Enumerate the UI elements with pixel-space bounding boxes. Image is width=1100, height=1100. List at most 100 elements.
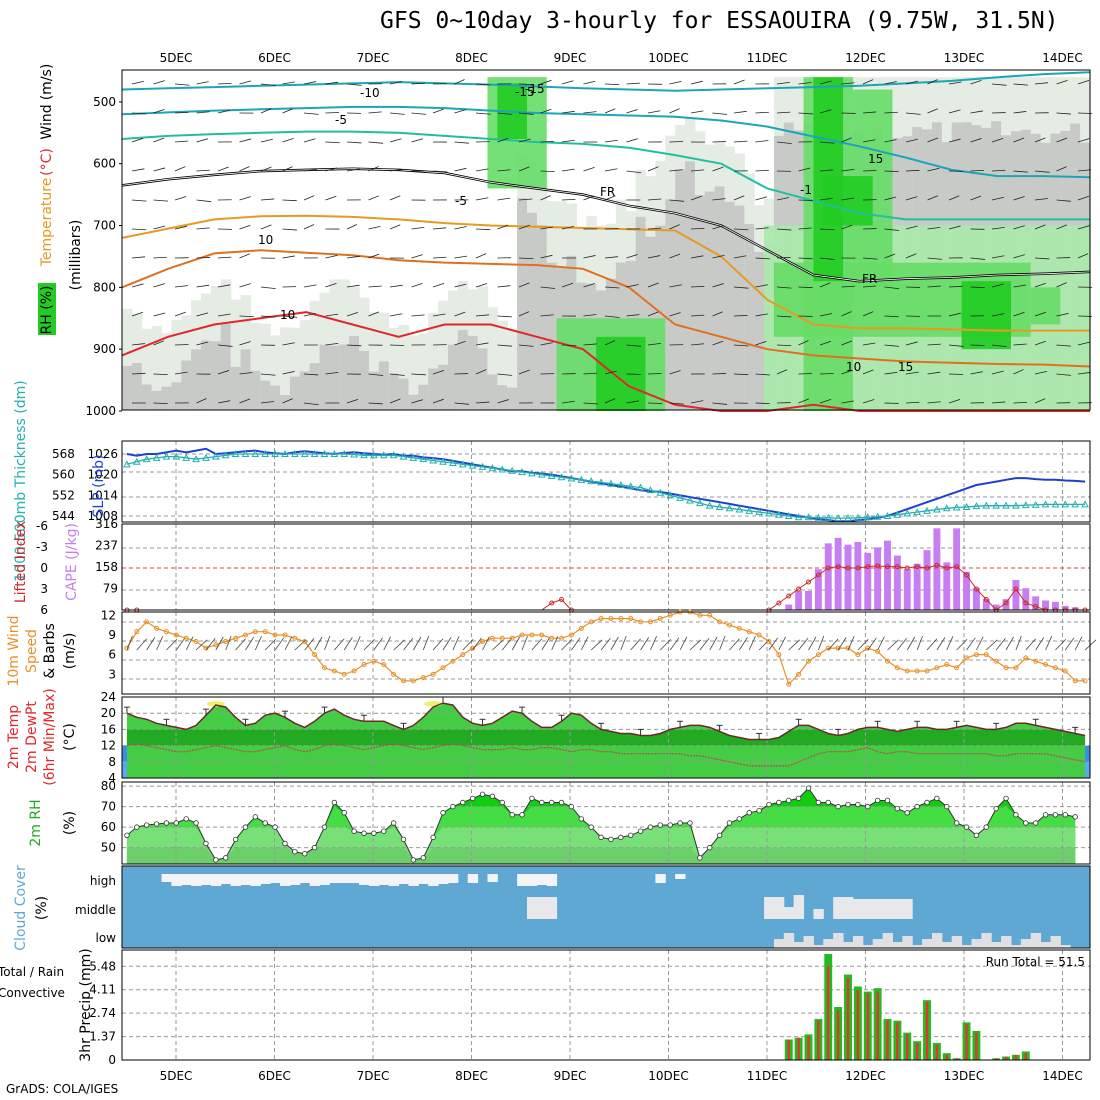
x-tick-bottom: 9DEC (554, 1069, 587, 1083)
upper-wind-barb (884, 196, 897, 201)
rh-shade-dark (655, 225, 666, 410)
upper-wind-barb (712, 112, 728, 115)
upper-wind-barb (647, 166, 659, 172)
upper-wind-barb (389, 373, 405, 376)
upper-wind-barb (1056, 344, 1071, 347)
upper-wind-barb (368, 373, 384, 376)
wind-speed-point (539, 632, 545, 638)
rh-point (558, 799, 565, 806)
wind-speed-point (885, 658, 891, 664)
upper-wind-barb (927, 108, 938, 114)
upper-wind-barb (733, 286, 749, 289)
wind-speed-point (845, 645, 851, 651)
precip-convective-bar (836, 1010, 840, 1060)
upper-wind-barb (196, 257, 211, 259)
cloud-high-cell (319, 874, 330, 885)
upper-wind-barb (303, 195, 315, 201)
upper-wind-barb (1056, 80, 1068, 85)
upper-wind-barb (819, 373, 834, 375)
upper-wind-barb (518, 257, 534, 260)
wind-speed-point (252, 629, 258, 635)
contour-label: 10 (280, 308, 295, 322)
cloud-mid-cell (833, 897, 844, 919)
wind-speed-point (183, 635, 189, 641)
upper-wind-barb (819, 228, 835, 231)
upper-wind-barb (561, 344, 577, 347)
cloud-high-cell (289, 874, 301, 885)
precip-tick: 4.11 (89, 983, 116, 997)
upper-wind-barb (497, 112, 513, 115)
rh-point (252, 814, 259, 820)
upper-wind-barb (690, 227, 705, 230)
rh-point (183, 816, 189, 822)
surface-wind-barb (304, 638, 315, 651)
upper-wind-barb (454, 255, 468, 259)
upper-wind-barb (862, 285, 877, 288)
upper-wind-barb (798, 167, 811, 172)
upper-wind-barb (991, 196, 1004, 201)
upper-wind-barb (497, 399, 509, 404)
thickness-point (745, 506, 754, 514)
surface-wind-barb (284, 636, 293, 651)
upper-wind-barb (475, 342, 489, 346)
surface-wind-barb (472, 637, 482, 651)
upper-wind-barb (798, 112, 813, 115)
upper-wind-barb (196, 284, 210, 288)
surface-wind-barb (758, 638, 770, 651)
surface-wind-barb (195, 639, 208, 651)
upper-wind-barb (755, 257, 770, 260)
upper-wind-barb (475, 197, 489, 201)
upper-wind-barb (1077, 225, 1090, 230)
upper-wind-barb (518, 83, 534, 86)
surface-wind-barb (620, 635, 627, 651)
cloud-high-cell (201, 874, 212, 885)
rh-shade-dark (349, 335, 360, 410)
upper-wind-barb (712, 340, 724, 346)
upper-wind-barb (604, 195, 616, 201)
upper-wind-barb (690, 110, 704, 114)
thickness-point (636, 483, 645, 491)
upper-wind-barb (583, 402, 598, 405)
upper-wind-barb (174, 196, 187, 201)
cape-bar (814, 569, 822, 610)
upper-wind-barb (948, 138, 961, 143)
upper-wind-barb (497, 224, 509, 230)
upper-wind-barb (733, 79, 745, 85)
rh-point (351, 828, 357, 834)
slp-tick: 1008 (87, 509, 118, 523)
rh-shade-light (398, 325, 410, 410)
surface-wind-barb (334, 638, 345, 651)
upper-wind-barb (905, 169, 920, 172)
upper-wind-barb (454, 109, 466, 114)
upper-wind-barb (991, 313, 1005, 317)
rh-point (292, 849, 298, 855)
upper-wind-barb (174, 111, 189, 114)
upper-wind-barb (1056, 224, 1068, 230)
thickness-point (221, 451, 230, 459)
thickness-point (755, 508, 763, 516)
lifted-index-line (126, 564, 1086, 611)
lifted-index-point (815, 572, 821, 578)
wind-units-label: (m/s) (62, 633, 78, 670)
rh-shade-dark (201, 340, 212, 410)
upper-wind-barb (497, 373, 513, 376)
contour-label: -5 (455, 194, 467, 208)
cloud-high-cell (675, 874, 686, 879)
thickness-point (1012, 501, 1020, 509)
surface-wind-barb (580, 636, 589, 651)
rh-point (598, 834, 604, 841)
thickness-point (1061, 500, 1070, 508)
rh-point (400, 836, 407, 843)
wind-speed-point (657, 616, 663, 622)
surface-wind-barb (788, 639, 800, 651)
upper-wind-barb (561, 80, 574, 85)
upper-wind-barb (282, 342, 295, 346)
cloud-low-cell (1001, 936, 1012, 948)
upper-wind-barb (776, 197, 790, 201)
lifted-index-point (786, 593, 792, 599)
wind-speed-point (1082, 678, 1088, 684)
upper-wind-barb (540, 254, 553, 259)
isotherm-minus15 (121, 71, 1091, 92)
upper-wind-barb (862, 79, 874, 85)
surface-wind-barb (1015, 635, 1022, 651)
